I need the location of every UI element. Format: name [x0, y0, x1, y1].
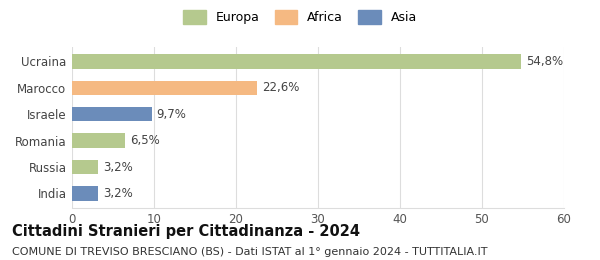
- Bar: [72, 54, 521, 69]
- Bar: [72, 160, 98, 174]
- Text: 3,2%: 3,2%: [103, 160, 133, 173]
- Legend: Europa, Africa, Asia: Europa, Africa, Asia: [179, 6, 421, 28]
- Bar: [72, 107, 152, 121]
- Text: 54,8%: 54,8%: [526, 55, 563, 68]
- Text: 22,6%: 22,6%: [262, 81, 299, 94]
- Text: 3,2%: 3,2%: [103, 187, 133, 200]
- Text: 6,5%: 6,5%: [130, 134, 160, 147]
- Text: Cittadini Stranieri per Cittadinanza - 2024: Cittadini Stranieri per Cittadinanza - 2…: [12, 224, 360, 239]
- Bar: [72, 186, 98, 201]
- Text: 9,7%: 9,7%: [157, 108, 187, 121]
- Bar: [72, 133, 125, 148]
- Bar: [72, 81, 257, 95]
- Text: COMUNE DI TREVISO BRESCIANO (BS) - Dati ISTAT al 1° gennaio 2024 - TUTTITALIA.IT: COMUNE DI TREVISO BRESCIANO (BS) - Dati …: [12, 247, 487, 257]
